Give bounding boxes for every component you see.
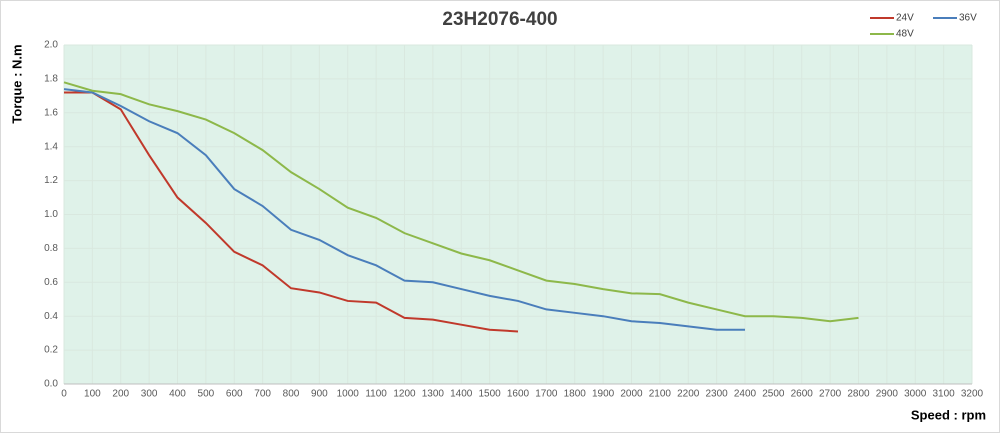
- x-tick-label: 2900: [876, 389, 899, 400]
- x-tick-label: 1800: [564, 389, 587, 400]
- x-tick-label: 300: [141, 389, 158, 400]
- x-tick-label: 2700: [819, 389, 842, 400]
- y-tick-label: 0.8: [44, 243, 58, 254]
- y-tick-label: 1.4: [44, 141, 58, 152]
- x-tick-label: 3200: [961, 389, 984, 400]
- y-tick-label: 1.2: [44, 175, 58, 186]
- x-tick-label: 100: [84, 389, 101, 400]
- x-tick-label: 2400: [734, 389, 757, 400]
- y-tick-label: 1.8: [44, 74, 58, 85]
- x-tick-label: 0: [61, 389, 67, 400]
- y-tick-label: 0.0: [44, 379, 58, 390]
- series-line: [63, 81, 859, 323]
- x-tick-label: 2300: [706, 389, 729, 400]
- x-tick-label: 1700: [535, 389, 558, 400]
- y-tick-label: 0.2: [44, 345, 58, 356]
- x-tick-label: 2500: [762, 389, 785, 400]
- x-tick-label: 900: [311, 389, 328, 400]
- x-tick-label: 200: [112, 389, 129, 400]
- series-line: [64, 91, 519, 333]
- x-tick-label: 3000: [904, 389, 927, 400]
- y-tick-label: 1.6: [44, 107, 58, 118]
- x-tick-label: 1200: [393, 389, 416, 400]
- legend-label: 24V: [896, 13, 914, 24]
- x-tick-label: 2000: [620, 389, 643, 400]
- series-line: [63, 88, 745, 331]
- x-tick-label: 1900: [592, 389, 615, 400]
- x-tick-label: 2100: [649, 389, 672, 400]
- y-tick-label: 1.0: [44, 209, 58, 220]
- x-tick-label: 800: [283, 389, 300, 400]
- x-tick-label: 1600: [507, 389, 530, 400]
- x-tick-label: 1100: [365, 389, 387, 400]
- x-tick-label: 1500: [479, 389, 502, 400]
- legend-label: 48V: [896, 29, 914, 40]
- y-tick-label: 0.6: [44, 277, 58, 288]
- x-tick-label: 3100: [933, 389, 956, 400]
- x-tick-label: 1400: [450, 389, 473, 400]
- x-tick-label: 400: [169, 389, 186, 400]
- x-tick-label: 2600: [791, 389, 814, 400]
- x-tick-label: 2200: [677, 389, 700, 400]
- x-tick-label: 700: [254, 389, 271, 400]
- y-tick-label: 2.0: [44, 40, 58, 51]
- y-axis-label: Torque : N.m: [9, 44, 24, 123]
- x-tick-label: 1000: [337, 389, 360, 400]
- y-tick-label: 0.4: [44, 311, 58, 322]
- legend-label: 36V: [959, 13, 977, 24]
- chart-title: 23H2076-400: [442, 9, 557, 30]
- x-tick-label: 2800: [847, 389, 870, 400]
- x-tick-label: 1300: [422, 389, 445, 400]
- x-tick-label: 500: [198, 389, 215, 400]
- x-axis-label: Speed : rpm: [911, 407, 986, 422]
- x-tick-label: 600: [226, 389, 243, 400]
